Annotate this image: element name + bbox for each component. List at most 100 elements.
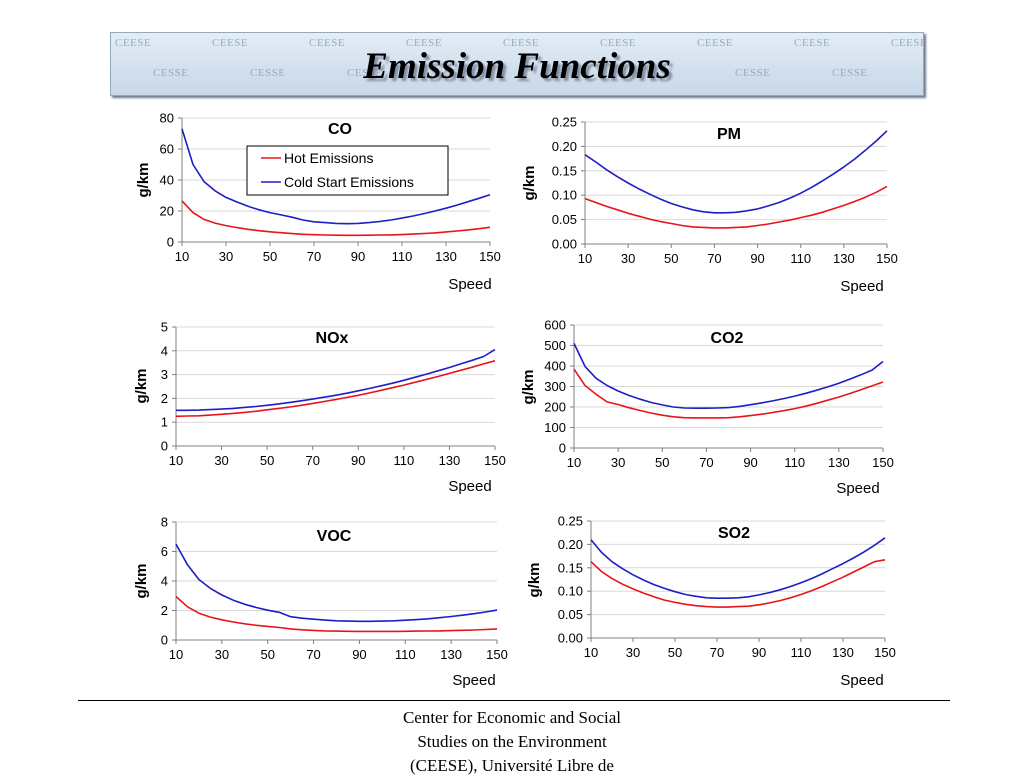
watermark-text: CEESE (309, 37, 346, 49)
x-tick-label: 130 (833, 251, 855, 266)
y-tick-label: 0.20 (558, 537, 583, 552)
x-tick-label: 70 (306, 647, 320, 662)
x-tick-label: 110 (392, 249, 413, 264)
footer-line: Studies on the Environment (417, 732, 607, 751)
footer-rule (78, 700, 950, 701)
watermark-text: CESSE (735, 67, 771, 79)
x-tick-label: 10 (567, 455, 581, 470)
y-tick-label: 40 (160, 173, 174, 188)
x-tick-label: 70 (710, 645, 724, 660)
watermark-text: CESSE (638, 67, 674, 79)
x-tick-label: 110 (790, 251, 811, 266)
y-tick-label: 0.25 (552, 115, 577, 130)
x-axis-label: Speed (448, 276, 491, 293)
y-tick-label: 8 (161, 515, 168, 530)
chart-co2: 0 100 200 300 400 500 600 10 30 50 70 90 110 130 150 CO… (520, 318, 894, 498)
x-axis-label: Speed (836, 480, 879, 497)
x-tick-label: 50 (664, 251, 678, 266)
legend-entry: Hot Emissions (284, 150, 373, 166)
y-tick-label: 0.25 (558, 514, 583, 529)
x-tick-label: 10 (578, 251, 592, 266)
hot-emissions-line (175, 360, 496, 418)
x-tick-label: 150 (479, 249, 501, 264)
hot-emissions-line (590, 559, 886, 608)
y-axis-label: g/km (133, 563, 150, 598)
x-tick-label: 90 (351, 453, 365, 468)
chart-so2: 0.00 0.05 0.10 0.15 0.20 0.25 10 30 50 70 90 110 130… (526, 514, 896, 690)
y-axis-label: g/km (133, 368, 150, 403)
x-tick-label: 90 (352, 647, 366, 662)
cold-start-emissions-line (573, 343, 884, 410)
y-tick-label: 0.05 (558, 607, 583, 622)
x-tick-label: 150 (486, 647, 508, 662)
watermark-text: CESSE (541, 67, 577, 79)
x-tick-label: 110 (395, 647, 416, 662)
watermark-text: CEESE (212, 37, 249, 49)
y-tick-label: 0.20 (552, 139, 577, 154)
y-tick-label: 100 (544, 420, 566, 435)
chart-pm: 0.00 0.05 0.10 0.15 0.20 0.25 10 30 50 70 90 110 130… (521, 115, 898, 296)
x-tick-label: 130 (435, 249, 457, 264)
x-tick-label: 50 (263, 249, 277, 264)
x-tick-label: 90 (750, 251, 764, 266)
x-tick-label: 50 (668, 645, 682, 660)
x-tick-label: 10 (169, 647, 183, 662)
y-tick-label: 60 (160, 142, 174, 157)
watermark-text: CEESE (503, 37, 540, 49)
y-tick-label: 0 (167, 235, 174, 250)
chart-co: 0 20 40 60 80 10 30 50 70 90 110 130 150 CO Speed g/km H… (135, 111, 501, 294)
cold-start-emissions-line (584, 130, 888, 214)
x-tick-label: 70 (699, 455, 713, 470)
y-tick-label: 500 (544, 338, 566, 353)
watermark-text: CEESE (697, 37, 734, 49)
cold-start-emissions-line (176, 348, 496, 412)
y-axis-label: g/km (520, 369, 537, 404)
x-tick-label: 110 (791, 645, 812, 660)
x-tick-label: 130 (828, 455, 850, 470)
footer-text: Center for Economic and Social Studies o… (312, 706, 712, 778)
chart-legend: Hot Emissions Cold Start Emissions (246, 145, 449, 196)
x-tick-label: 90 (351, 249, 365, 264)
x-tick-label: 30 (626, 645, 640, 660)
x-axis-label: Speed (452, 672, 495, 689)
y-tick-label: 0.00 (552, 237, 577, 252)
title-banner: CEESE CEESE CEESE CEESE CEESE CEESE CEESE CEESE… (110, 32, 924, 96)
footer-line: (CEESE), Université Libre de (410, 756, 614, 775)
watermark-text: CESSE (153, 67, 189, 79)
y-tick-label: 0 (161, 439, 168, 454)
cold-start-emissions-line (590, 537, 886, 600)
x-tick-label: 70 (305, 453, 319, 468)
y-tick-label: 2 (161, 391, 168, 406)
y-tick-label: 0.15 (552, 163, 577, 178)
y-tick-label: 2 (161, 603, 168, 618)
chart-title: CO2 (711, 330, 744, 347)
y-tick-label: 300 (544, 379, 566, 394)
watermark-text: CESSE (444, 67, 480, 79)
x-tick-label: 150 (484, 453, 506, 468)
watermark-text: CEESE (891, 37, 924, 49)
y-tick-label: 200 (544, 400, 566, 415)
x-tick-label: 50 (260, 647, 274, 662)
watermark-text: CEESE (406, 37, 443, 49)
x-tick-label: 130 (439, 453, 461, 468)
y-tick-label: 4 (161, 343, 168, 358)
x-axis-label: Speed (448, 478, 491, 495)
y-tick-label: 80 (160, 111, 174, 126)
x-tick-label: 150 (874, 645, 896, 660)
y-tick-label: 0 (559, 441, 566, 456)
legend-entry: Cold Start Emissions (284, 174, 414, 190)
x-tick-label: 30 (215, 647, 229, 662)
x-tick-label: 70 (707, 251, 721, 266)
watermark-text: CEESE (115, 37, 152, 49)
y-tick-label: 3 (161, 367, 168, 382)
x-tick-label: 30 (219, 249, 233, 264)
y-tick-label: 6 (161, 544, 168, 559)
chart-nox: 0 1 2 3 4 5 10 30 50 70 90 110 130 150 NOx Speed g/km (133, 320, 506, 496)
y-tick-label: 0.05 (552, 212, 577, 227)
x-tick-label: 30 (214, 453, 228, 468)
hot-emissions-line (584, 185, 888, 229)
x-axis-label: Speed (840, 672, 883, 689)
x-tick-label: 30 (621, 251, 635, 266)
x-tick-label: 150 (876, 251, 898, 266)
